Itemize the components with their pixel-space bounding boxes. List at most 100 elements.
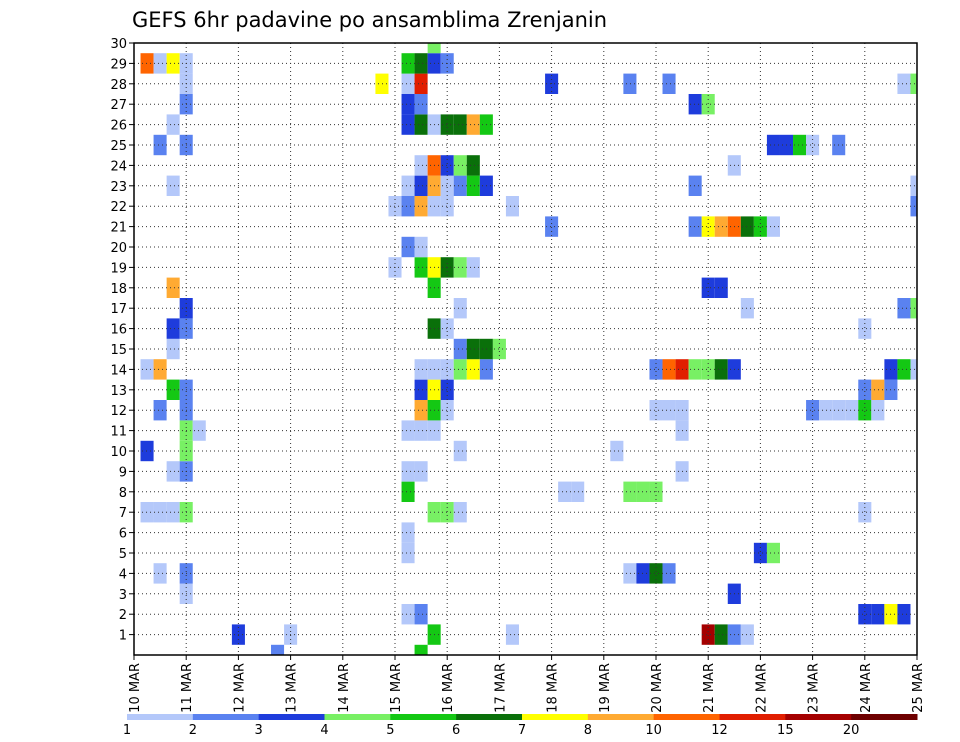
legend-label: 1 [123,723,131,738]
ensemble-cell [453,155,467,176]
legend-label: 8 [584,723,592,738]
ensemble-cell [701,359,715,380]
y-tick-label: 23 [110,180,127,195]
ensemble-cell [414,53,428,74]
ensemble-cell [414,644,428,655]
legend-swatch [522,714,589,720]
ensemble-cell [153,563,167,584]
ensemble-cell [897,604,911,625]
ensemble-cell [753,542,767,564]
ensemble-cell [166,53,180,74]
legend-label: 2 [189,723,197,738]
legend-label: 3 [255,723,263,738]
ensemble-cell [806,134,820,156]
ensemble-cell [453,440,467,462]
ensemble-cell [166,175,180,196]
x-tick-label: 22 MAR [754,663,769,713]
ensemble-cell [910,73,917,94]
ensemble-cell [466,114,480,135]
ensemble-cell [492,338,506,360]
y-axis: 1234567891011121314151617181920212223242… [110,37,134,644]
ensemble-cell [401,73,415,94]
legend-label: 15 [777,723,794,738]
ensemble-cell [440,379,454,400]
ensemble-cell [140,440,154,462]
x-tick-label: 16 MAR [441,663,456,713]
ensemble-cell [401,53,415,74]
legend-label: 6 [452,723,460,738]
y-tick-label: 7 [119,506,127,521]
ensemble-cell [688,175,702,196]
ensemble-cell [401,542,415,564]
ensemble-cell [153,359,167,380]
ensemble-cell [897,359,911,380]
ensemble-cell [153,400,167,421]
x-tick-label: 20 MAR [650,663,665,713]
ensemble-cell [166,338,180,360]
x-tick-label: 21 MAR [702,663,717,713]
ensemble-cell [401,481,415,502]
legend-swatch [390,714,457,720]
ensemble-cell [414,236,428,258]
y-tick-label: 26 [110,119,127,134]
ensemble-cell [662,563,676,584]
y-tick-label: 5 [119,547,127,562]
legend-swatch [653,714,720,720]
ensemble-cell [466,338,480,360]
ensemble-cell [623,73,637,94]
ensemble-cell [453,359,467,380]
ensemble-cell [414,359,428,380]
y-tick-label: 2 [119,608,127,623]
ensemble-cell [414,73,428,94]
legend-swatch [324,714,391,720]
ensemble-cell [453,502,467,523]
ensemble-cell [649,400,663,421]
y-tick-label: 27 [110,98,127,113]
ensemble-cell [858,604,872,625]
ensemble-cell [440,175,454,196]
ensemble-cell [897,298,911,319]
ensemble-cell [440,114,454,135]
legend-swatch [258,714,325,720]
ensemble-cell [858,379,872,400]
ensemble-cell [740,216,754,237]
ensemble-cell [871,379,885,400]
ensemble-cell [388,196,402,217]
ensemble-cell [271,644,285,655]
ensemble-cell [766,134,780,156]
ensemble-cell [897,73,911,94]
ensemble-cell [414,379,428,400]
x-tick-label: 18 MAR [546,663,561,713]
y-tick-label: 30 [110,37,127,52]
y-tick-label: 3 [119,588,127,603]
y-tick-label: 29 [110,57,127,72]
ensemble-cell [740,624,754,645]
legend-label: 12 [711,723,728,738]
x-tick-label: 14 MAR [337,663,352,713]
ensemble-cell [440,400,454,421]
ensemble-cell [740,298,754,319]
y-tick-label: 4 [119,567,127,582]
ensemble-cell [140,53,154,74]
x-tick-label: 25 MAR [911,663,926,713]
legend-swatch [785,714,852,720]
y-tick-label: 19 [110,261,127,276]
y-tick-label: 28 [110,78,127,93]
ensemble-cell [401,94,415,115]
y-tick-label: 10 [110,445,127,460]
ensemble-cell [401,175,415,196]
ensemble-cell [453,257,467,278]
ensemble-cell [910,298,917,319]
ensemble-cells [140,43,917,655]
ensemble-cell [166,461,180,482]
ensemble-cell [401,604,415,625]
y-tick-label: 13 [110,384,127,399]
ensemble-cell [558,481,572,502]
ensemble-cell [793,134,807,156]
x-tick-label: 23 MAR [807,663,822,713]
ensemble-cell [414,155,428,176]
ensemble-cell [858,502,872,523]
y-tick-label: 17 [110,302,127,317]
ensemble-cell [401,114,415,135]
